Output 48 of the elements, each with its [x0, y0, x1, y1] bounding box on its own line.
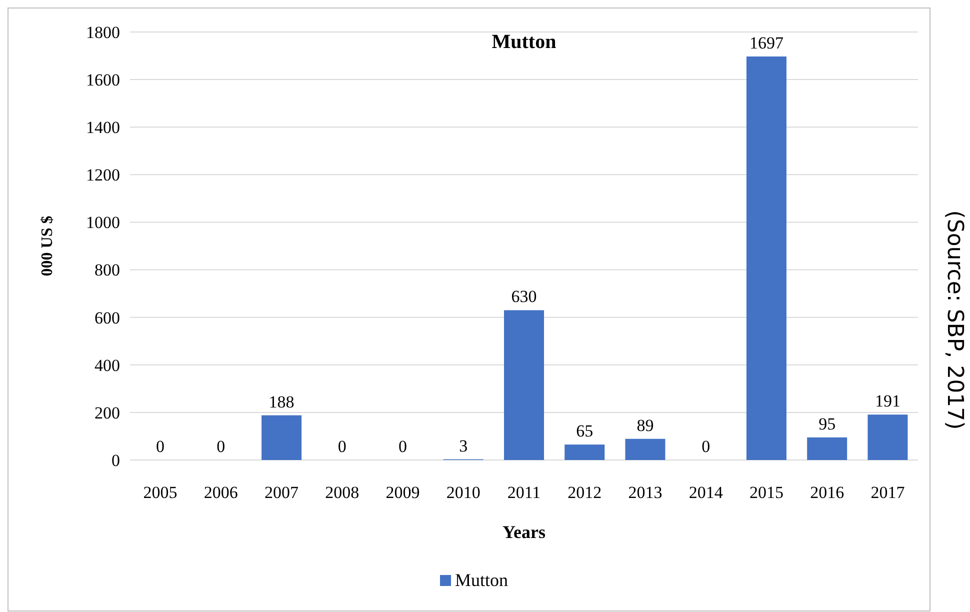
- x-tick-label: 2017: [870, 483, 906, 502]
- x-axis-title: Years: [502, 522, 546, 542]
- data-label: 65: [576, 422, 594, 441]
- x-tick-label: 2016: [810, 483, 844, 502]
- x-tick-label: 2014: [688, 483, 724, 502]
- data-label: 95: [818, 414, 836, 434]
- bar: [504, 310, 544, 460]
- data-label: 188: [268, 392, 294, 412]
- y-tick-label: 600: [94, 308, 120, 328]
- data-label: 3: [459, 436, 468, 456]
- bar: [746, 56, 786, 460]
- data-label: 630: [511, 287, 537, 306]
- data-label: 0: [398, 437, 408, 456]
- x-tick-label: 2013: [628, 483, 662, 502]
- data-label: 0: [156, 437, 165, 456]
- y-axis-title: 000 US $: [39, 216, 56, 276]
- y-tick-label: 200: [94, 403, 120, 422]
- data-label: 0: [338, 437, 346, 456]
- x-tick-label: 2015: [749, 483, 784, 502]
- x-tick-label: 2012: [568, 483, 602, 502]
- text: (Source: SBP, 2017): [942, 210, 967, 430]
- data-label: 1697: [749, 33, 784, 52]
- y-tick-label: 400: [94, 356, 120, 375]
- data-label: 0: [702, 437, 710, 456]
- y-tick-label: 0: [112, 450, 120, 470]
- data-label: 191: [874, 392, 900, 411]
- y-tick-label: 1800: [86, 22, 120, 42]
- bar: [625, 438, 666, 460]
- x-tick-label: 2007: [264, 483, 300, 502]
- data-label: 0: [216, 437, 226, 456]
- x-tick-label: 2005: [143, 483, 178, 502]
- x-tick-label: 2010: [446, 483, 480, 502]
- y-tick-label: 1000: [86, 213, 120, 232]
- y-tick-label: 1400: [86, 118, 120, 138]
- y-tick-label: 1600: [86, 70, 120, 90]
- x-tick-label: 2008: [325, 483, 360, 502]
- bar: [262, 415, 302, 460]
- bar: [807, 437, 848, 460]
- bar: [564, 444, 605, 460]
- legend-label: Mutton: [455, 570, 508, 590]
- x-tick-label: 2006: [204, 483, 238, 502]
- data-label: 89: [636, 416, 654, 435]
- x-tick-label: 2011: [507, 483, 541, 502]
- bar: [868, 414, 908, 460]
- y-tick-label: 800: [94, 260, 120, 280]
- x-tick-label: 2009: [386, 483, 420, 502]
- y-tick-label: 1200: [86, 166, 120, 185]
- chart-title: Mutton: [492, 31, 556, 53]
